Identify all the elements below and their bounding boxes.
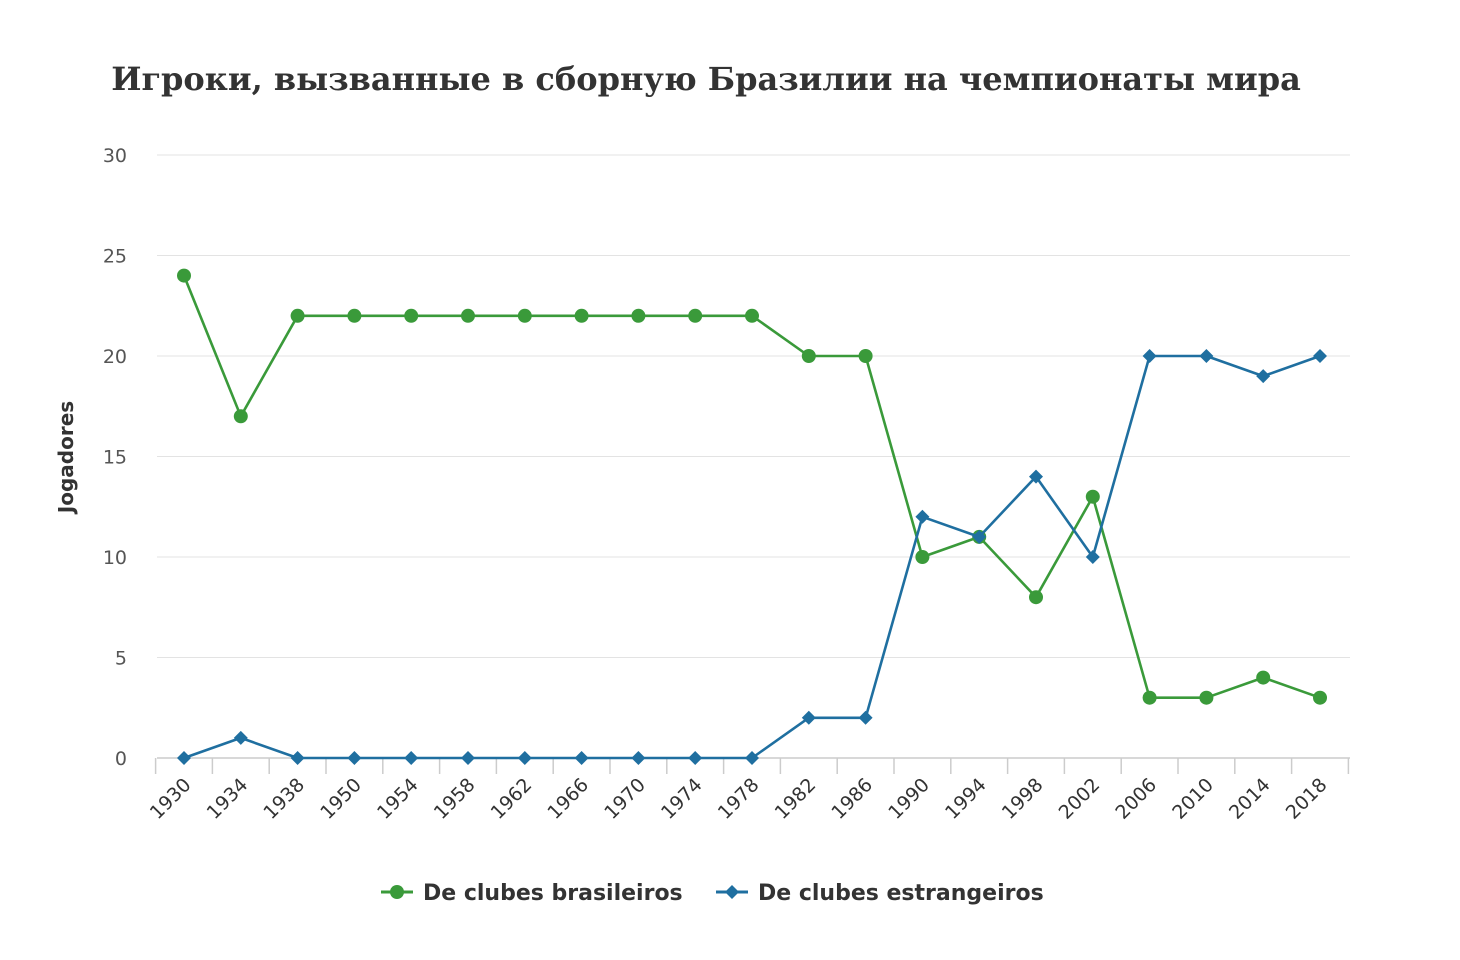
- data-point[interactable]: [574, 751, 589, 765]
- x-tick-label: 1966: [543, 774, 593, 824]
- x-tick-label: 1970: [600, 774, 650, 824]
- data-point[interactable]: [1142, 690, 1157, 705]
- x-tick-label: 1978: [714, 774, 764, 824]
- x-axis: 1930 1934 1938 1950 1954 1958 1962 1966 1970 1974…: [146, 757, 1350, 824]
- x-tick-label: 1938: [259, 774, 309, 824]
- x-tick-label: 1958: [430, 774, 480, 824]
- data-point[interactable]: [1199, 690, 1214, 705]
- legend-item-1[interactable]: De clubes brasileiros: [381, 881, 683, 906]
- data-point[interactable]: [1085, 550, 1100, 564]
- x-tick-label: 1930: [146, 774, 196, 824]
- data-point[interactable]: [801, 349, 816, 363]
- data-point[interactable]: [915, 509, 930, 524]
- data-point[interactable]: [1313, 690, 1327, 705]
- x-tick-label: 2010: [1168, 774, 1218, 824]
- data-point[interactable]: [233, 409, 248, 424]
- chart-title: Игроки, вызванные в сборную Бразилии на …: [111, 60, 1301, 98]
- data-point[interactable]: [688, 308, 703, 323]
- y-tick-label: 10: [103, 547, 127, 569]
- data-point[interactable]: [858, 349, 873, 363]
- data-point[interactable]: [177, 751, 191, 765]
- data-point[interactable]: [233, 730, 248, 745]
- x-tick-label: 1982: [771, 774, 821, 824]
- data-point[interactable]: [631, 308, 646, 323]
- legend-marker: [390, 885, 404, 899]
- data-point[interactable]: [631, 751, 646, 765]
- data-point[interactable]: [745, 308, 759, 323]
- data-point[interactable]: [347, 308, 362, 323]
- y-axis-label: Jogadores: [54, 401, 78, 515]
- x-tick-label: 2002: [1055, 774, 1105, 824]
- data-point[interactable]: [1313, 349, 1327, 363]
- y-tick-label: 20: [103, 346, 127, 368]
- x-tick-label: 1998: [998, 774, 1048, 824]
- x-tick-label: 1994: [941, 774, 991, 824]
- legend-item-2[interactable]: De clubes estrangeiros: [716, 881, 1044, 906]
- y-tick-label: 5: [115, 648, 127, 670]
- data-point[interactable]: [1142, 349, 1157, 363]
- data-point[interactable]: [1029, 590, 1043, 605]
- x-tick-label: 1990: [884, 774, 934, 824]
- data-point[interactable]: [1256, 670, 1271, 685]
- data-point[interactable]: [688, 751, 703, 765]
- data-point[interactable]: [972, 529, 987, 544]
- data-point[interactable]: [290, 751, 305, 765]
- data-point[interactable]: [517, 751, 532, 765]
- y-tick-label: 30: [103, 145, 127, 167]
- data-point[interactable]: [517, 308, 532, 323]
- series-line: [182, 275, 1321, 700]
- data-point[interactable]: [915, 550, 930, 564]
- x-tick-label: 2018: [1282, 774, 1332, 824]
- data-point[interactable]: [461, 308, 475, 323]
- series-1: [177, 268, 1327, 705]
- data-point[interactable]: [745, 751, 759, 765]
- x-tick-label: 1954: [373, 774, 423, 824]
- x-tick-label: 1986: [827, 774, 877, 824]
- data-point[interactable]: [1256, 369, 1271, 384]
- data-point[interactable]: [1029, 469, 1043, 484]
- y-tick-label: 0: [115, 748, 127, 770]
- y-tick-label: 15: [103, 447, 127, 469]
- series-group: [177, 268, 1327, 765]
- data-point[interactable]: [574, 308, 589, 323]
- legend-label: De clubes estrangeiros: [758, 881, 1044, 906]
- x-tick-label: 1962: [487, 774, 537, 824]
- grid: 0 5 10 15 20 25 30: [103, 145, 1350, 770]
- data-point[interactable]: [347, 751, 362, 765]
- legend[interactable]: De clubes brasileiros De clubes estrangei…: [381, 881, 1044, 906]
- y-tick-label: 25: [103, 246, 127, 268]
- data-point[interactable]: [404, 308, 419, 323]
- data-point[interactable]: [177, 268, 191, 283]
- x-tick-label: 1934: [203, 774, 253, 824]
- data-point[interactable]: [290, 308, 305, 323]
- data-point[interactable]: [461, 751, 475, 765]
- legend-marker: [725, 885, 739, 899]
- data-point[interactable]: [858, 710, 873, 725]
- data-point[interactable]: [404, 751, 419, 765]
- data-point[interactable]: [1199, 349, 1214, 363]
- x-tick-label: 1974: [657, 774, 707, 824]
- data-point[interactable]: [1085, 489, 1100, 504]
- legend-label: De clubes brasileiros: [423, 881, 683, 906]
- x-tick-label: 2006: [1111, 774, 1161, 824]
- x-tick-label: 1950: [316, 774, 366, 824]
- series-2: [177, 349, 1327, 765]
- data-point[interactable]: [801, 710, 816, 725]
- x-tick-label: 2014: [1225, 774, 1275, 824]
